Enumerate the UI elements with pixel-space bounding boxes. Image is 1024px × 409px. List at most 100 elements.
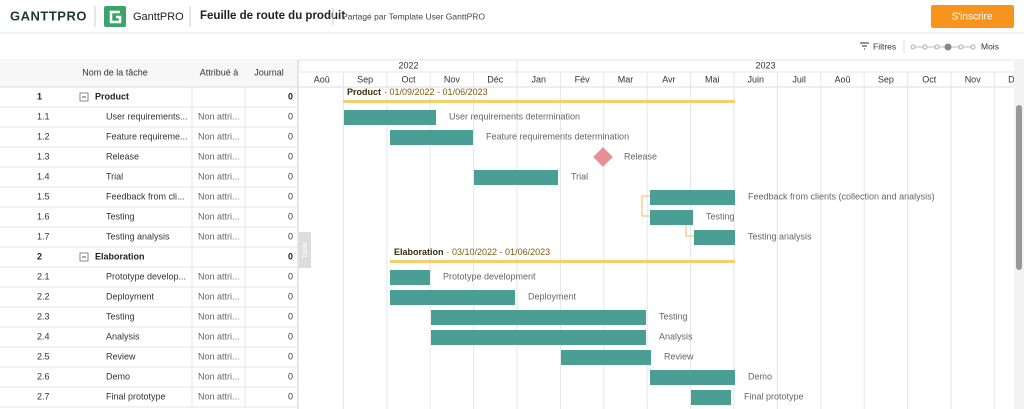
assignee: Non attri... bbox=[198, 131, 240, 141]
table-header bbox=[0, 60, 298, 87]
column-header: Journal bbox=[254, 67, 284, 77]
scroll-thumb[interactable] bbox=[1016, 105, 1022, 270]
project-title: Feuille de route du produit bbox=[200, 10, 345, 22]
task-bar bbox=[650, 370, 735, 385]
task-name: Review bbox=[106, 351, 136, 361]
task-name: Prototype develop... bbox=[106, 271, 186, 281]
bar-label: Review bbox=[664, 351, 694, 361]
row-id: 1.4 bbox=[37, 171, 50, 181]
task-bar bbox=[474, 170, 558, 185]
column-header: Nom de la tâche bbox=[82, 67, 148, 77]
journal: 0 bbox=[288, 131, 293, 141]
assignee: Non attri... bbox=[198, 351, 240, 361]
row-id: 1.6 bbox=[37, 211, 50, 221]
task-name: Testing bbox=[106, 211, 135, 221]
bar-label: Feature requirements determination bbox=[486, 131, 629, 141]
bar-label: Demo bbox=[748, 371, 772, 381]
row-id: 2.7 bbox=[37, 391, 50, 401]
task-name: User requirements... bbox=[106, 111, 188, 121]
row-id: 2 bbox=[37, 251, 42, 261]
assignee: Non attri... bbox=[198, 291, 240, 301]
assignee: Non attri... bbox=[198, 231, 240, 241]
task-name: Testing analysis bbox=[106, 231, 170, 241]
summary-dates: · 01/09/2022 - 01/06/2023 bbox=[384, 87, 488, 97]
summary-name: Product bbox=[347, 87, 381, 97]
task-name: Feedback from cli... bbox=[106, 191, 185, 201]
journal: 0 bbox=[288, 351, 293, 361]
month-label: Juin bbox=[747, 74, 764, 84]
table-tab-label[interactable]: Table bbox=[302, 242, 309, 259]
assignee: Non attri... bbox=[198, 271, 240, 281]
month-label: Oct bbox=[922, 74, 937, 84]
task-name: Release bbox=[106, 151, 139, 161]
journal: 0 bbox=[288, 91, 293, 101]
milestone bbox=[593, 147, 613, 167]
journal: 0 bbox=[288, 311, 293, 321]
task-bar bbox=[650, 190, 735, 205]
row-id: 2.3 bbox=[37, 311, 50, 321]
row-id: 1.2 bbox=[37, 131, 50, 141]
month-label: Aoû bbox=[834, 74, 850, 84]
signup-button[interactable] bbox=[931, 5, 1014, 28]
task-name: Elaboration bbox=[95, 251, 145, 261]
app-icon bbox=[104, 6, 126, 27]
summary-name: Elaboration bbox=[394, 247, 444, 257]
logo[interactable]: GANTTPRO bbox=[10, 8, 87, 23]
month-label: Déc bbox=[1008, 74, 1024, 84]
bar-label: Feedback from clients (collection and an… bbox=[748, 191, 935, 201]
journal: 0 bbox=[288, 111, 293, 121]
task-name: Analysis bbox=[106, 331, 140, 341]
bar-label: Testing bbox=[706, 211, 735, 221]
task-bar bbox=[390, 270, 430, 285]
row-id: 1.5 bbox=[37, 191, 50, 201]
app-name: GanttPRO bbox=[133, 11, 184, 23]
bar-label: Testing bbox=[659, 311, 688, 321]
bar-label: Release bbox=[624, 151, 657, 161]
row-id: 1 bbox=[37, 91, 42, 101]
assignee: Non attri... bbox=[198, 171, 240, 181]
bar-label: Deployment bbox=[528, 291, 577, 301]
zoom-handle[interactable] bbox=[944, 43, 952, 51]
signup-label[interactable]: S'inscrire bbox=[952, 12, 993, 23]
assignee: Non attri... bbox=[198, 311, 240, 321]
row-id: 1.1 bbox=[37, 111, 50, 121]
task-bar bbox=[650, 210, 693, 225]
task-bar bbox=[694, 230, 735, 245]
month-label: Aoû bbox=[314, 74, 330, 84]
task-bar bbox=[431, 310, 646, 325]
summary-bar bbox=[390, 260, 735, 263]
bar-label: Prototype development bbox=[443, 271, 536, 281]
journal: 0 bbox=[288, 391, 293, 401]
shared-by: Partagé par Template User GanttPRO bbox=[342, 11, 485, 21]
month-label: Oct bbox=[401, 74, 416, 84]
task-bar bbox=[691, 390, 731, 405]
row-id: 2.5 bbox=[37, 351, 50, 361]
table-tab[interactable] bbox=[299, 232, 311, 268]
journal: 0 bbox=[288, 211, 293, 221]
task-bar bbox=[561, 350, 651, 365]
filter-icon[interactable] bbox=[860, 42, 869, 50]
month-label: Mar bbox=[618, 74, 634, 84]
bar-label: Final prototype bbox=[744, 391, 804, 401]
bar-label: Analysis bbox=[659, 331, 693, 341]
row-id: 1.7 bbox=[37, 231, 50, 241]
year-label: 2022 bbox=[398, 60, 418, 70]
summary-label: Product · 01/09/2022 - 01/06/2023 bbox=[347, 87, 488, 97]
assignee: Non attri... bbox=[198, 371, 240, 381]
journal: 0 bbox=[288, 171, 293, 181]
row-id: 1.3 bbox=[37, 151, 50, 161]
row-id: 2.1 bbox=[37, 271, 50, 281]
task-name: Final prototype bbox=[106, 391, 166, 401]
task-name: Product bbox=[95, 91, 129, 101]
bar-label: User requirements determination bbox=[449, 111, 580, 121]
app-icon-glyph bbox=[109, 10, 122, 24]
journal: 0 bbox=[288, 251, 293, 261]
month-label: Juil bbox=[792, 74, 806, 84]
year-label: 2023 bbox=[755, 60, 775, 70]
journal: 0 bbox=[288, 231, 293, 241]
summary-bar bbox=[343, 100, 735, 103]
row-id: 2.6 bbox=[37, 371, 50, 381]
filters[interactable]: Filtres bbox=[873, 41, 896, 51]
assignee: Non attri... bbox=[198, 211, 240, 221]
assignee: Non attri... bbox=[198, 191, 240, 201]
